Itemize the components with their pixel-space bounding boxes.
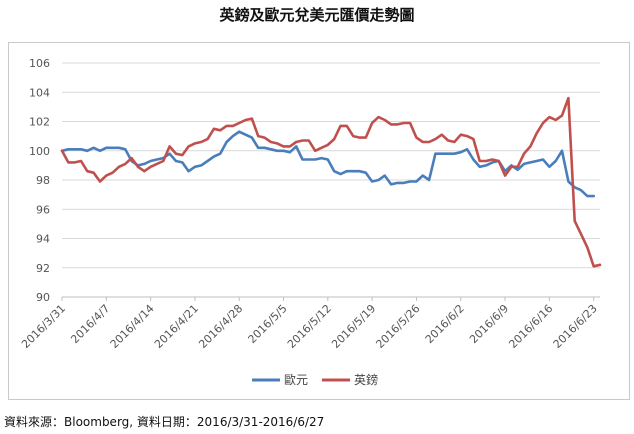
y-tick-label: 90 — [36, 291, 50, 304]
series-line-1 — [60, 96, 602, 268]
x-tick-label: 2016/4/7 — [68, 302, 112, 346]
y-tick-label: 106 — [29, 57, 50, 70]
source-note: 資料來源：Bloomberg, 資料日期：2016/3/31-2016/6/27 — [4, 415, 325, 429]
x-tick-label: 2016/6/16 — [506, 302, 555, 351]
x-tick-label: 2016/6/23 — [551, 302, 600, 351]
chart-frame — [8, 42, 630, 400]
y-tick-label: 100 — [29, 145, 50, 158]
y-tick-label: 94 — [36, 233, 50, 246]
x-tick-label: 2016/4/14 — [108, 302, 157, 351]
x-tick-label: 2016/6/2 — [423, 302, 467, 346]
x-tick-label: 2016/5/12 — [285, 302, 334, 351]
chart-title: 英鎊及歐元兌美元匯價走勢圖 — [219, 6, 415, 24]
x-axis-ticks: 2016/3/31 2016/4/72016/4/142016/4/212016/… — [19, 296, 600, 351]
x-tick-label: 2016/3/31 — [19, 302, 68, 351]
y-tick-label: 98 — [36, 174, 50, 187]
y-tick-label: 92 — [36, 262, 50, 275]
series-line-0 — [60, 130, 595, 198]
legend-label-0: 歐元 — [284, 372, 308, 387]
y-axis-ticks: 90 92 94 96 98 100 102 104 106 — [29, 57, 50, 304]
y-tick-label: 104 — [29, 86, 50, 99]
y-tick-label: 102 — [29, 116, 50, 129]
x-tick-label: 2016/4/28 — [196, 302, 245, 351]
x-tick-label: 2016/5/26 — [373, 302, 422, 351]
x-tick-label: 2016/5/5 — [246, 302, 290, 346]
chart-legend: 歐元 英鎊 — [252, 372, 378, 387]
x-tick-label: 2016/4/21 — [152, 302, 201, 351]
chart-gridlines — [62, 62, 600, 298]
x-tick-label: 2016/6/9 — [467, 302, 511, 346]
chart-series — [60, 96, 602, 268]
legend-label-1: 英鎊 — [354, 372, 378, 387]
x-tick-label: 2016/5/19 — [329, 302, 378, 351]
y-tick-label: 96 — [36, 203, 50, 216]
